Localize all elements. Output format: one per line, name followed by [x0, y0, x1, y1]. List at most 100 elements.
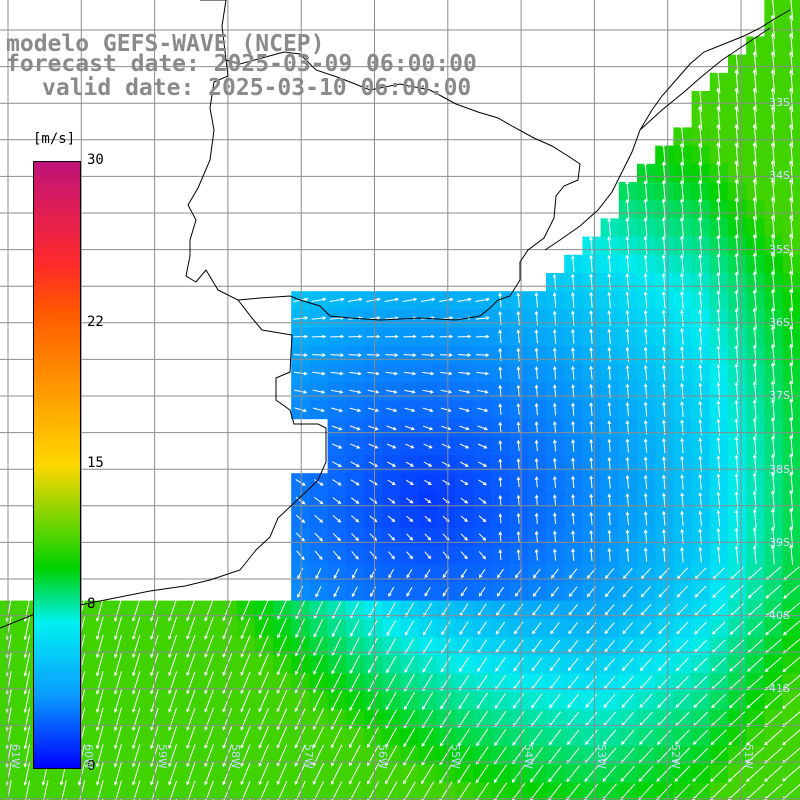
wind-arrow — [641, 567, 652, 579]
wind-arrow-head — [550, 593, 555, 598]
wind-arrow — [699, 88, 703, 112]
wind-arrow — [296, 532, 305, 542]
wind-arrow — [439, 354, 452, 356]
wind-arrow — [674, 747, 691, 764]
wind-arrow-head — [386, 632, 390, 637]
wind-arrow — [367, 691, 379, 711]
wind-arrow — [384, 317, 398, 320]
wind-arrow-head — [392, 463, 397, 467]
wind-arrow — [204, 635, 214, 658]
wind-arrow-head — [783, 595, 788, 599]
wind-arrow — [386, 673, 397, 692]
wind-arrow — [276, 671, 288, 694]
wind-arrow — [476, 389, 488, 393]
wind-arrow — [403, 727, 416, 747]
wind-arrow — [532, 603, 542, 616]
wind-arrow-head — [698, 382, 703, 387]
wind-arrow-head — [552, 548, 557, 553]
wind-arrow-head — [484, 408, 489, 413]
wind-arrow-head — [445, 555, 450, 560]
wind-arrow-head — [716, 527, 721, 532]
wind-arrow-head — [485, 334, 490, 339]
wind-arrow — [535, 366, 538, 380]
wind-arrow-head — [680, 346, 684, 351]
wind-arrow — [549, 675, 561, 690]
wind-arrow — [765, 584, 782, 599]
wind-arrow — [782, 656, 800, 672]
wind-arrow-head — [625, 217, 630, 222]
wind-arrow — [531, 675, 543, 690]
wind-arrow — [533, 586, 541, 597]
wind-arrow-head — [412, 353, 417, 357]
wind-arrow-head — [368, 632, 372, 637]
wind-arrow — [584, 783, 599, 800]
wind-arrow-head — [643, 456, 648, 461]
wind-arrow-head — [406, 592, 410, 597]
wind-arrow-head — [394, 371, 399, 376]
wind-arrow — [423, 620, 433, 635]
wind-arrow — [772, 545, 775, 565]
wind-arrow-head — [114, 690, 118, 695]
wind-arrow-head — [114, 727, 118, 732]
wind-arrow — [168, 598, 178, 621]
wind-arrow — [790, 215, 794, 240]
wind-arrow-head — [625, 309, 630, 314]
wind-arrow — [517, 477, 520, 488]
wind-arrow-head — [716, 455, 721, 460]
wind-arrow — [460, 568, 468, 578]
wind-arrow-head — [204, 708, 208, 713]
wind-arrow — [204, 671, 214, 694]
wind-arrow — [186, 762, 196, 785]
wind-arrow-head — [428, 444, 433, 449]
wind-arrow-head — [186, 654, 190, 658]
wind-arrow — [475, 298, 490, 302]
wind-arrow — [605, 586, 615, 597]
wind-arrow — [735, 419, 739, 437]
wind-arrow-head — [150, 690, 154, 695]
wind-arrow-head — [95, 745, 100, 750]
wind-arrow-head — [150, 708, 154, 713]
wind-arrow-head — [465, 445, 470, 449]
wind-arrow — [735, 473, 739, 491]
wind-arrow-head — [734, 509, 739, 514]
wind-arrow-head — [449, 297, 454, 302]
wind-arrow — [554, 458, 557, 470]
wind-arrow — [386, 425, 397, 430]
wind-arrow — [602, 783, 617, 800]
wind-arrow — [699, 438, 702, 454]
wind-arrow — [499, 367, 502, 379]
wind-arrow — [96, 762, 104, 785]
wind-arrow-head — [349, 744, 353, 749]
wind-arrow-head — [586, 611, 591, 616]
wind-arrow — [204, 616, 214, 639]
wind-arrow — [350, 443, 360, 449]
wind-arrow-head — [204, 744, 208, 749]
wind-arrow — [585, 693, 598, 708]
longitude-label: 55W — [448, 744, 462, 769]
wind-arrow — [644, 162, 648, 184]
wind-arrow — [204, 689, 214, 712]
wind-arrow — [675, 693, 690, 708]
wind-arrow — [728, 711, 746, 727]
wind-arrow-head — [204, 781, 208, 786]
wind-arrow-head — [430, 353, 435, 357]
wind-arrow-head — [484, 390, 489, 394]
wind-arrow — [765, 638, 782, 654]
wind-arrow-head — [95, 763, 100, 768]
wind-arrow — [479, 568, 486, 578]
wind-arrow — [530, 746, 544, 764]
wind-arrow — [115, 780, 122, 800]
longitude-label: 60W — [82, 744, 96, 769]
wind-arrow — [572, 531, 575, 543]
wind-arrow-head — [427, 499, 432, 504]
wind-arrow — [753, 106, 757, 130]
wind-arrow — [699, 328, 702, 345]
wind-arrow-head — [204, 672, 208, 677]
wind-arrow — [458, 674, 470, 691]
wind-arrow — [25, 780, 31, 800]
wind-arrow-head — [752, 417, 757, 422]
wind-arrow-head — [168, 781, 172, 786]
wind-arrow-head — [770, 123, 775, 128]
wind-arrow-head — [789, 87, 793, 92]
wind-arrow-head — [662, 382, 666, 387]
